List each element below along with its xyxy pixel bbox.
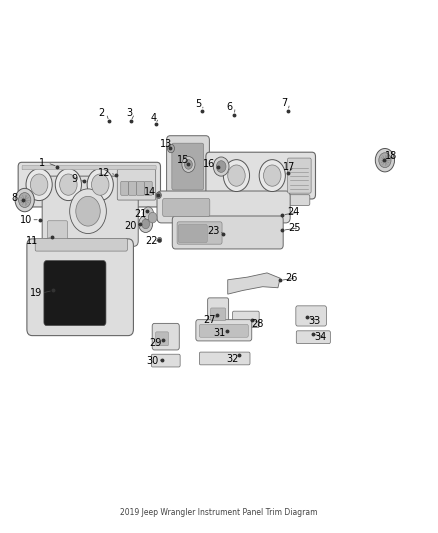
Text: 23: 23	[208, 227, 220, 237]
Circle shape	[87, 168, 113, 200]
FancyBboxPatch shape	[172, 216, 283, 249]
Text: 6: 6	[227, 102, 233, 112]
Text: 26: 26	[285, 273, 297, 283]
Text: 4: 4	[150, 112, 156, 123]
Text: 21: 21	[134, 209, 147, 220]
Text: 31: 31	[213, 328, 225, 338]
Text: 14: 14	[144, 187, 156, 197]
Circle shape	[30, 174, 48, 195]
Text: 9: 9	[71, 174, 77, 184]
Text: 24: 24	[287, 207, 300, 217]
Text: 32: 32	[226, 354, 238, 364]
Circle shape	[26, 168, 52, 200]
Circle shape	[142, 219, 150, 229]
FancyBboxPatch shape	[27, 239, 134, 336]
FancyBboxPatch shape	[44, 261, 106, 326]
FancyBboxPatch shape	[172, 143, 204, 190]
Text: 3: 3	[127, 108, 133, 118]
FancyBboxPatch shape	[199, 352, 250, 365]
FancyBboxPatch shape	[42, 176, 138, 246]
Text: 16: 16	[203, 159, 215, 169]
FancyBboxPatch shape	[178, 224, 207, 243]
Text: 17: 17	[283, 161, 295, 172]
FancyBboxPatch shape	[22, 165, 156, 169]
Text: 15: 15	[177, 155, 189, 165]
Circle shape	[18, 192, 31, 207]
FancyBboxPatch shape	[145, 181, 152, 195]
FancyBboxPatch shape	[117, 169, 155, 200]
Circle shape	[60, 174, 77, 195]
Text: 11: 11	[26, 236, 38, 246]
Text: 19: 19	[30, 288, 42, 298]
Text: 13: 13	[159, 139, 172, 149]
Text: 25: 25	[288, 223, 300, 233]
Circle shape	[15, 188, 34, 212]
Circle shape	[264, 165, 281, 186]
Circle shape	[92, 174, 109, 195]
FancyBboxPatch shape	[155, 332, 168, 346]
Text: 29: 29	[149, 337, 162, 348]
Circle shape	[157, 237, 162, 243]
Text: 5: 5	[195, 99, 201, 109]
Circle shape	[184, 160, 192, 169]
Circle shape	[259, 160, 286, 191]
Circle shape	[148, 212, 157, 223]
Circle shape	[156, 192, 161, 198]
Text: 12: 12	[99, 168, 111, 178]
Text: 10: 10	[20, 215, 32, 225]
Text: 20: 20	[125, 221, 137, 231]
Circle shape	[379, 153, 391, 167]
FancyBboxPatch shape	[166, 136, 209, 196]
Polygon shape	[228, 273, 280, 294]
FancyBboxPatch shape	[121, 181, 129, 195]
Circle shape	[213, 157, 229, 176]
Text: 27: 27	[203, 314, 215, 325]
Circle shape	[228, 165, 245, 186]
Circle shape	[70, 189, 106, 233]
FancyBboxPatch shape	[199, 325, 248, 337]
Text: 30: 30	[146, 356, 159, 366]
FancyBboxPatch shape	[288, 158, 311, 193]
FancyBboxPatch shape	[196, 320, 252, 341]
Circle shape	[223, 160, 250, 191]
FancyBboxPatch shape	[233, 311, 259, 328]
Text: 34: 34	[314, 332, 326, 342]
Text: 2: 2	[98, 108, 104, 118]
FancyBboxPatch shape	[296, 331, 330, 344]
FancyBboxPatch shape	[47, 221, 67, 240]
FancyBboxPatch shape	[208, 298, 229, 325]
FancyBboxPatch shape	[129, 181, 137, 195]
Circle shape	[139, 215, 152, 232]
Text: 8: 8	[11, 193, 18, 204]
Text: 28: 28	[251, 319, 264, 329]
Text: 22: 22	[145, 236, 158, 246]
FancyBboxPatch shape	[151, 354, 180, 367]
FancyBboxPatch shape	[177, 222, 222, 244]
FancyBboxPatch shape	[18, 163, 160, 207]
FancyBboxPatch shape	[35, 238, 127, 251]
Circle shape	[182, 157, 195, 172]
FancyBboxPatch shape	[137, 181, 145, 195]
Circle shape	[76, 196, 100, 226]
Circle shape	[167, 144, 174, 153]
Circle shape	[375, 149, 395, 172]
Text: 18: 18	[385, 151, 398, 161]
Circle shape	[216, 161, 226, 172]
FancyBboxPatch shape	[211, 308, 226, 321]
Circle shape	[143, 207, 153, 220]
Circle shape	[55, 168, 81, 200]
FancyBboxPatch shape	[206, 152, 315, 199]
Text: 7: 7	[281, 98, 288, 108]
Text: 2019 Jeep Wrangler Instrument Panel Trim Diagram: 2019 Jeep Wrangler Instrument Panel Trim…	[120, 508, 318, 518]
Text: 1: 1	[39, 158, 45, 168]
FancyBboxPatch shape	[296, 306, 326, 326]
FancyBboxPatch shape	[157, 191, 290, 223]
FancyBboxPatch shape	[213, 195, 310, 205]
Text: 33: 33	[308, 316, 320, 326]
FancyBboxPatch shape	[162, 198, 210, 216]
FancyBboxPatch shape	[152, 324, 179, 350]
